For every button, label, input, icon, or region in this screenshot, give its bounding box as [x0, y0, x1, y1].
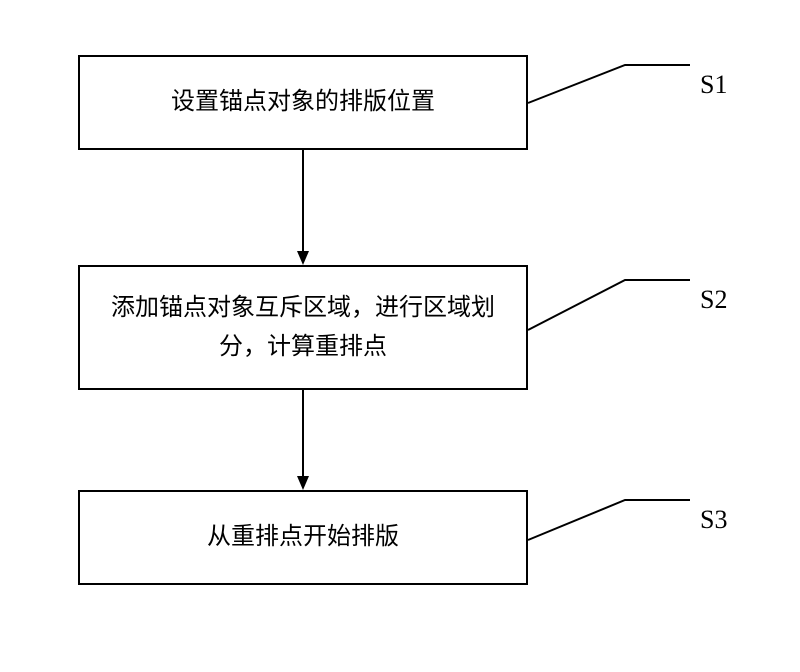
flow-node-s1-text: 设置锚点对象的排版位置 — [171, 83, 435, 121]
flow-node-s2-text: 添加锚点对象互斥区域，进行区域划分，计算重排点 — [92, 289, 514, 366]
flowchart-canvas: 设置锚点对象的排版位置 添加锚点对象互斥区域，进行区域划分，计算重排点 从重排点… — [0, 0, 800, 672]
flow-node-s3: 从重排点开始排版 — [78, 490, 528, 585]
leader-line-s3 — [528, 500, 690, 540]
step-label-s3: S3 — [700, 505, 727, 535]
edge-s2-s3-arrowhead — [297, 476, 309, 490]
leader-line-s1 — [528, 65, 690, 103]
leader-line-s2 — [528, 280, 690, 330]
step-label-s1: S1 — [700, 70, 727, 100]
flow-node-s2: 添加锚点对象互斥区域，进行区域划分，计算重排点 — [78, 265, 528, 390]
flow-node-s1: 设置锚点对象的排版位置 — [78, 55, 528, 150]
edge-s1-s2-arrowhead — [297, 251, 309, 265]
flow-node-s3-text: 从重排点开始排版 — [207, 518, 399, 556]
step-label-s2: S2 — [700, 285, 727, 315]
